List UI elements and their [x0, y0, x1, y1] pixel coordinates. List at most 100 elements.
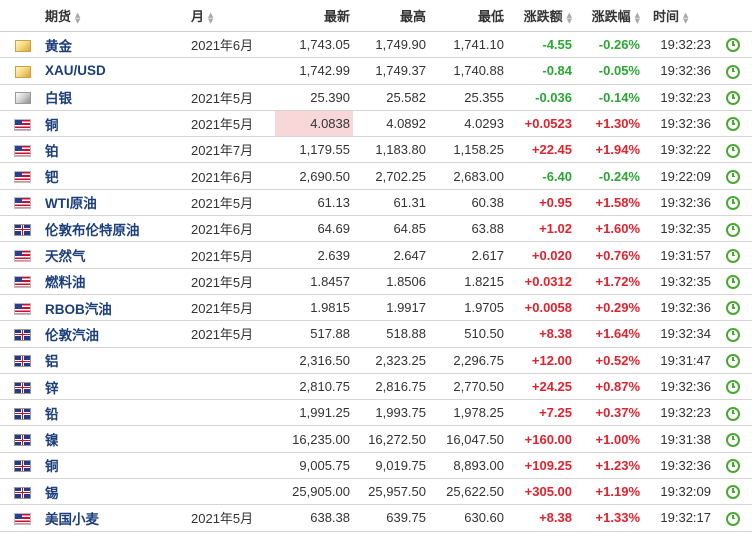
- header-change[interactable]: 涨跌额 ▲ ▼: [507, 0, 575, 32]
- commodity-name-link[interactable]: 伦敦汽油: [45, 320, 191, 348]
- high-price: 1,993.75: [353, 399, 429, 427]
- high-price: 2,816.75: [353, 373, 429, 401]
- us-flag-icon: [14, 118, 31, 131]
- table-row[interactable]: 锌 2,810.75 2,816.75 2,770.50 +24.25 +0.87% 19:…: [0, 373, 752, 401]
- contract-month: [191, 399, 275, 427]
- low-price: 1.9705: [429, 294, 507, 322]
- gold-bar-icon: [14, 39, 31, 52]
- clock-icon: [726, 38, 740, 53]
- contract-month: 2021年5月: [191, 241, 275, 269]
- commodity-name-link[interactable]: 铅: [45, 399, 191, 427]
- price-change-pct: +1.58%: [575, 189, 643, 217]
- table-row[interactable]: XAU/USD 1,742.99 1,749.37 1,740.88 -0.84 -0.0…: [0, 57, 752, 85]
- row-clock: [714, 241, 752, 269]
- price-change-pct: +0.87%: [575, 373, 643, 401]
- update-time: 19:32:34: [643, 320, 714, 348]
- commodity-name-link[interactable]: 黄金: [45, 31, 191, 59]
- header-time[interactable]: 时间 ▲ ▼: [643, 0, 714, 32]
- sort-icon[interactable]: ▲ ▼: [683, 10, 689, 25]
- commodity-name-link[interactable]: 铜: [45, 452, 191, 480]
- table-row[interactable]: RBOB汽油 2021年5月 1.9815 1.9917 1.9705 +0.0058 +0…: [0, 294, 752, 322]
- table-row[interactable]: 白银 2021年5月 25.390 25.582 25.355 -0.036 -0.14% 1…: [0, 84, 752, 111]
- table-row[interactable]: WTI原油 2021年5月 61.13 61.31 60.38 +0.95 +1.58% 19…: [0, 189, 752, 217]
- sort-icon[interactable]: ▲ ▼: [208, 10, 214, 25]
- contract-month: [191, 373, 275, 401]
- header-low[interactable]: 最低: [429, 0, 507, 32]
- table-row[interactable]: 天然气 2021年5月 2.639 2.647 2.617 +0.020 +0.76% 19:…: [0, 241, 752, 269]
- clock-icon: [726, 327, 740, 342]
- uk-flag-icon: [14, 434, 31, 447]
- table-row[interactable]: 燃料油 2021年5月 1.8457 1.8506 1.8215 +0.0312 +1.72…: [0, 268, 752, 295]
- update-time: 19:32:35: [643, 268, 714, 295]
- low-price: 2,770.50: [429, 373, 507, 401]
- uk-flag-icon: [14, 486, 31, 499]
- table-row[interactable]: 铜 9,005.75 9,019.75 8,893.00 +109.25 +1.23% 19…: [0, 452, 752, 480]
- commodity-name-link[interactable]: 铝: [45, 347, 191, 374]
- header-futures[interactable]: 期货 ▲ ▼: [45, 0, 191, 32]
- update-time: 19:32:23: [643, 31, 714, 59]
- row-flag: [0, 399, 45, 427]
- table-row[interactable]: 铂 2021年7月 1,179.55 1,183.80 1,158.25 +22.45 +1…: [0, 136, 752, 164]
- row-clock: [714, 215, 752, 243]
- us-flag-icon: [14, 302, 31, 315]
- commodity-name-link[interactable]: 铂: [45, 136, 191, 164]
- latest-price: 1,991.25: [275, 399, 353, 427]
- header-change-pct[interactable]: 涨跌幅 ▲ ▼: [575, 0, 643, 32]
- row-clock: [714, 84, 752, 111]
- table-row[interactable]: 伦敦汽油 2021年5月 517.88 518.88 510.50 +8.38 +1.64%…: [0, 320, 752, 348]
- commodity-name-link[interactable]: 伦敦布伦特原油: [45, 215, 191, 243]
- commodity-name-link[interactable]: 燃料油: [45, 268, 191, 295]
- latest-price: 1,743.05: [275, 31, 353, 59]
- price-change: +0.95: [507, 189, 575, 217]
- high-price: 1,749.90: [353, 31, 429, 59]
- clock-icon: [726, 432, 740, 447]
- contract-month: 2021年5月: [191, 294, 275, 322]
- table-row[interactable]: 铝 2,316.50 2,323.25 2,296.75 +12.00 +0.52% 19:…: [0, 347, 752, 374]
- low-price: 60.38: [429, 189, 507, 217]
- price-change-pct: +1.60%: [575, 215, 643, 243]
- table-row[interactable]: 铜 2021年5月 4.0838 4.0892 4.0293 +0.0523 +1.30% 1…: [0, 110, 752, 138]
- table-row[interactable]: 美国小麦 2021年5月 638.38 639.75 630.60 +8.38 +1.33%…: [0, 504, 752, 532]
- row-clock: [714, 320, 752, 348]
- commodity-name-link[interactable]: 锌: [45, 373, 191, 401]
- table-row[interactable]: 伦敦布伦特原油 2021年6月 64.69 64.85 63.88 +1.02 +1.60%…: [0, 215, 752, 243]
- low-price: 1,978.25: [429, 399, 507, 427]
- sort-icon[interactable]: ▲ ▼: [566, 10, 572, 25]
- table-row[interactable]: 镍 16,235.00 16,272.50 16,047.50 +160.00 +1.00…: [0, 425, 752, 453]
- table-row[interactable]: 钯 2021年6月 2,690.50 2,702.25 2,683.00 -6.40 -0.…: [0, 162, 752, 190]
- commodity-name-link[interactable]: WTI原油: [45, 189, 191, 217]
- table-row[interactable]: 锡 25,905.00 25,957.50 25,622.50 +305.00 +1.19…: [0, 478, 752, 506]
- table-row[interactable]: 铅 1,991.25 1,993.75 1,978.25 +7.25 +0.37% 19:3…: [0, 399, 752, 427]
- commodity-name-link[interactable]: 天然气: [45, 241, 191, 269]
- table-row[interactable]: 黄金 2021年6月 1,743.05 1,749.90 1,741.10 -4.55 -0…: [0, 31, 752, 59]
- update-time: 19:32:36: [643, 57, 714, 85]
- row-flag: [0, 84, 45, 111]
- commodity-name-link[interactable]: 美国小麦: [45, 504, 191, 532]
- sort-icon[interactable]: ▲ ▼: [634, 10, 640, 25]
- commodity-name-link[interactable]: 钯: [45, 162, 191, 190]
- row-flag: [0, 294, 45, 322]
- commodity-name-link[interactable]: XAU/USD: [45, 57, 191, 85]
- row-clock: [714, 31, 752, 59]
- commodity-name-link[interactable]: RBOB汽油: [45, 294, 191, 322]
- commodity-name-link[interactable]: 铜: [45, 110, 191, 138]
- row-clock: [714, 136, 752, 164]
- header-latest[interactable]: 最新: [275, 0, 353, 32]
- price-change: +0.0058: [507, 294, 575, 322]
- row-clock: [714, 504, 752, 532]
- contract-month: [191, 452, 275, 480]
- row-flag: [0, 504, 45, 532]
- header-month[interactable]: 月 ▲ ▼: [191, 0, 275, 32]
- commodity-name-link[interactable]: 白银: [45, 84, 191, 111]
- latest-price: 1.9815: [275, 294, 353, 322]
- sort-icon[interactable]: ▲ ▼: [75, 10, 81, 25]
- contract-month: 2021年7月: [191, 136, 275, 164]
- row-clock: [714, 294, 752, 322]
- latest-price: 638.38: [275, 504, 353, 532]
- row-clock: [714, 189, 752, 217]
- commodity-name-link[interactable]: 镍: [45, 425, 191, 453]
- update-time: 19:31:38: [643, 425, 714, 453]
- header-high[interactable]: 最高: [353, 0, 429, 32]
- commodity-name-link[interactable]: 锡: [45, 478, 191, 506]
- update-time: 19:32:36: [643, 189, 714, 217]
